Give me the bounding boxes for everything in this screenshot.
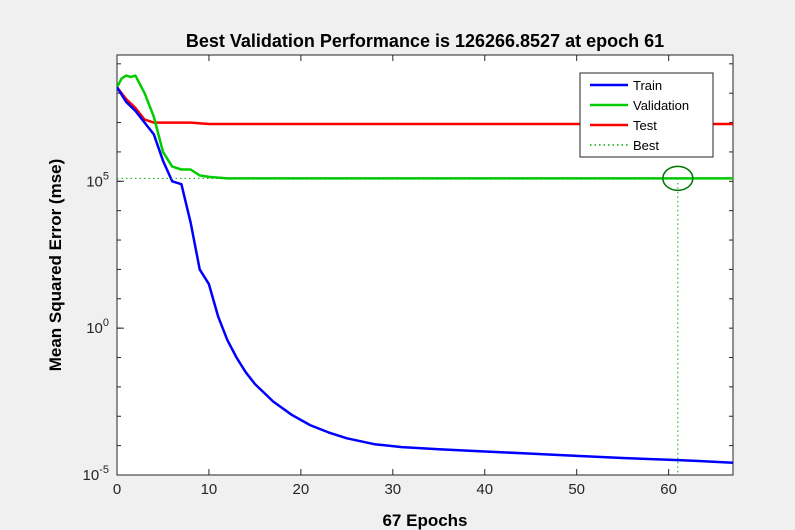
x-tick-label: 40 [476, 481, 493, 498]
y-axis-label: Mean Squared Error (mse) [46, 159, 65, 372]
x-axis-label: 67 Epochs [382, 511, 467, 530]
x-tick-label: 50 [568, 481, 585, 498]
x-tick-labels: 0 10 20 30 40 50 60 [113, 481, 677, 498]
series-line-validation [117, 74, 733, 180]
x-tick-label: 0 [113, 481, 121, 498]
y-tick-label: 105 [86, 170, 109, 190]
legend-label-train: Train [633, 78, 662, 93]
legend-box [579, 72, 714, 158]
axis-ticks [116, 55, 733, 476]
chart-title: Best Validation Performance is 126266.85… [186, 31, 664, 51]
x-tick-label: 10 [201, 481, 218, 498]
series-line-test [117, 86, 733, 126]
series-line-train [117, 86, 733, 464]
legend-label-best: Best [633, 138, 659, 153]
y-tick-label: 10-5 [83, 464, 109, 484]
x-tick-label: 20 [293, 481, 310, 498]
legend-label-validation: Validation [633, 98, 689, 113]
y-tick-labels: 10-5 100 105 [83, 170, 109, 484]
legend: Train Validation Test Best [579, 72, 714, 158]
x-tick-label: 30 [384, 481, 401, 498]
legend-label-test: Test [633, 118, 657, 133]
y-tick-label: 100 [86, 317, 109, 337]
series-layer [117, 74, 733, 475]
best-epoch-marker [662, 165, 694, 192]
x-tick-label: 60 [660, 481, 677, 498]
